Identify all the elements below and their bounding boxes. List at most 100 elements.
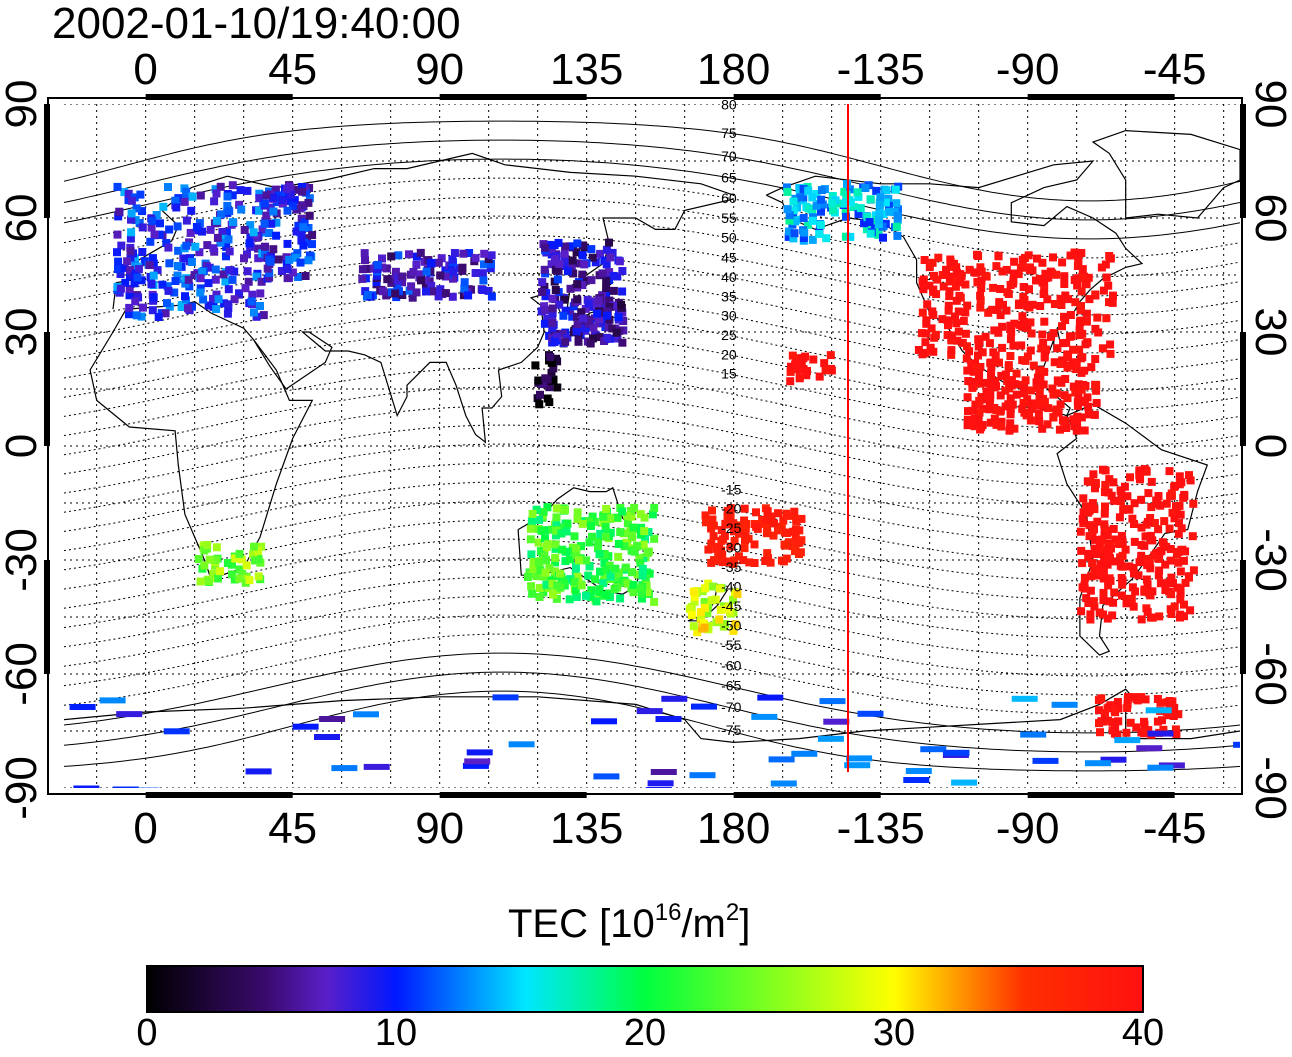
tec-cell	[331, 765, 358, 772]
tec-cell	[1027, 329, 1036, 338]
tec-cell	[647, 780, 674, 787]
colorbar-tick-label: 20	[623, 1012, 667, 1054]
tec-cell	[1052, 270, 1061, 279]
tec-cell	[460, 278, 469, 287]
tec-cell	[791, 543, 800, 552]
tec-cell	[600, 573, 609, 582]
tec-cell	[1049, 253, 1057, 262]
tec-cell	[277, 267, 286, 275]
tec-cell	[1180, 600, 1188, 609]
tec-cell	[645, 569, 654, 578]
tec-cell	[120, 263, 129, 272]
tec-cell	[828, 192, 837, 200]
tec-cell	[534, 376, 543, 385]
tec-cell	[700, 623, 709, 632]
tec-cell	[616, 594, 625, 603]
tec-cell	[223, 559, 232, 567]
tec-cell	[1060, 272, 1069, 281]
tec-cell	[614, 552, 623, 561]
tec-cell	[893, 215, 902, 224]
tec-cell	[1130, 537, 1139, 546]
tec-cell	[551, 540, 560, 549]
tec-cell	[265, 269, 274, 277]
tec-cell	[598, 269, 607, 278]
tec-cell	[609, 271, 618, 280]
tec-cell	[1106, 349, 1115, 358]
tec-cell	[1042, 345, 1051, 354]
tec-cell	[953, 336, 962, 345]
tec-cell	[734, 552, 743, 561]
tec-cell	[954, 307, 963, 316]
tec-cell	[930, 271, 938, 280]
tec-cell	[1143, 517, 1152, 526]
tec-cell	[1063, 363, 1072, 372]
tec-cell	[235, 200, 244, 209]
tec-cell	[1161, 560, 1170, 569]
tec-cell	[581, 304, 590, 313]
tec-cell	[528, 589, 537, 598]
tec-cell	[817, 186, 826, 195]
tec-cell	[152, 211, 161, 219]
tec-cell	[707, 539, 716, 548]
tec-cell	[826, 351, 835, 360]
tec-cell	[942, 265, 950, 274]
tec-cell	[784, 232, 793, 241]
tec-cell	[171, 277, 180, 285]
tec-cell	[373, 260, 382, 269]
tec-cell	[114, 265, 122, 274]
tec-cell	[700, 603, 709, 612]
tec-cell	[708, 515, 717, 524]
tec-cell	[134, 265, 143, 274]
tec-cell	[224, 300, 233, 309]
tec-cell	[1017, 341, 1026, 350]
frame-bar-top	[439, 94, 587, 100]
tec-cell	[194, 555, 203, 563]
tec-cell	[1083, 338, 1092, 347]
tec-cell	[835, 199, 844, 208]
tec-cell	[1155, 566, 1164, 575]
tec-cell	[251, 556, 260, 565]
tec-cell	[720, 532, 729, 541]
tec-cell	[212, 290, 221, 299]
tec-cell	[535, 558, 543, 567]
tec-cell	[592, 597, 601, 606]
maglat-label: -35	[721, 559, 741, 575]
tec-cell	[1099, 588, 1108, 597]
tec-cell	[729, 519, 738, 528]
tec-cell	[1145, 707, 1172, 714]
tec-cell	[1012, 369, 1021, 378]
maglat-contour	[64, 310, 1240, 392]
tec-cell	[1118, 576, 1127, 585]
tec-cell	[808, 235, 817, 244]
tec-cell	[1084, 508, 1093, 517]
tec-cell	[696, 612, 705, 621]
tec-cell	[661, 695, 688, 702]
tec-cell	[1080, 581, 1089, 590]
tec-cell	[774, 509, 782, 518]
tec-cell	[561, 306, 570, 315]
tec-cell	[211, 265, 220, 274]
tec-cell	[1164, 578, 1173, 587]
tec-cell	[762, 516, 771, 525]
tec-cell	[230, 575, 239, 584]
tec-cell	[1185, 471, 1193, 480]
tec-cell	[479, 276, 488, 285]
tec-cell	[1064, 353, 1073, 362]
tec-cell	[615, 257, 624, 266]
tec-cell	[1176, 595, 1185, 604]
tec-cell	[1061, 316, 1070, 325]
tec-cell	[991, 377, 1000, 386]
tec-cell	[1076, 527, 1085, 536]
y-tick-label-right: 60	[1246, 194, 1292, 243]
tec-cell	[997, 422, 1006, 431]
tec-cell	[174, 246, 183, 255]
tec-cell	[149, 293, 158, 302]
tec-cell	[983, 391, 992, 400]
tec-cell	[434, 258, 443, 267]
tec-cell	[970, 415, 979, 423]
tec-cell	[548, 323, 557, 332]
tec-cell	[1118, 551, 1127, 560]
tec-cell	[206, 225, 215, 234]
tec-cell	[220, 299, 228, 308]
tec-cell	[99, 697, 126, 704]
